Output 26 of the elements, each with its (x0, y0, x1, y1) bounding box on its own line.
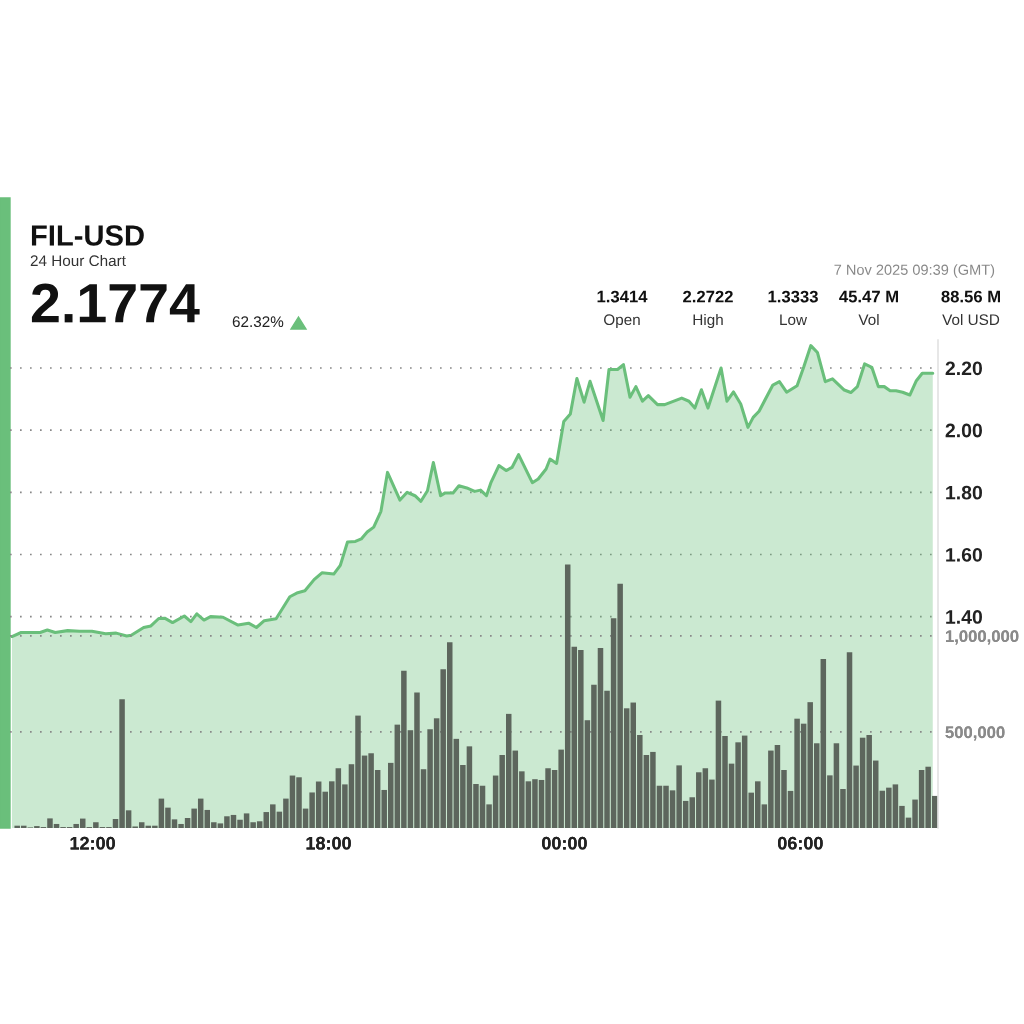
text: 7 Nov 2025 09:39 (GMT) (834, 264, 995, 278)
y2-tick-label: 500,000 (945, 726, 1005, 741)
text: 2.1774 (31, 283, 200, 323)
text: Vol (858, 313, 879, 326)
text: Vol USD (942, 313, 1000, 326)
y2-tick-label: 1,000,000 (945, 630, 1019, 645)
text: 62.32% (232, 316, 284, 328)
chart-subtitle: 24 Hour Chart (30, 254, 126, 267)
text: 2.2722 (683, 290, 733, 303)
x-tick-label: 00:00 (542, 836, 587, 850)
x-tick-label: 18:00 (306, 836, 351, 850)
chart-title: FIL-USD (31, 225, 144, 246)
text: High (693, 313, 723, 329)
text: Open (604, 314, 640, 329)
y-tick-label: 2.00 (945, 423, 982, 438)
y-tick-label: 1.80 (946, 485, 982, 500)
y-tick-label: 1.40 (946, 610, 982, 624)
text: 45.47 M (839, 290, 898, 303)
y-tick-label: 1.60 (946, 547, 982, 562)
text: Low (780, 314, 808, 326)
y-tick-label: 2.20 (945, 361, 982, 376)
text: 1.3414 (597, 290, 648, 303)
text: 1.3333 (768, 290, 818, 303)
x-tick-label: 12:00 (70, 836, 115, 850)
x-tick-label: 06:00 (778, 836, 823, 850)
text: 88.56 M (941, 290, 1000, 303)
